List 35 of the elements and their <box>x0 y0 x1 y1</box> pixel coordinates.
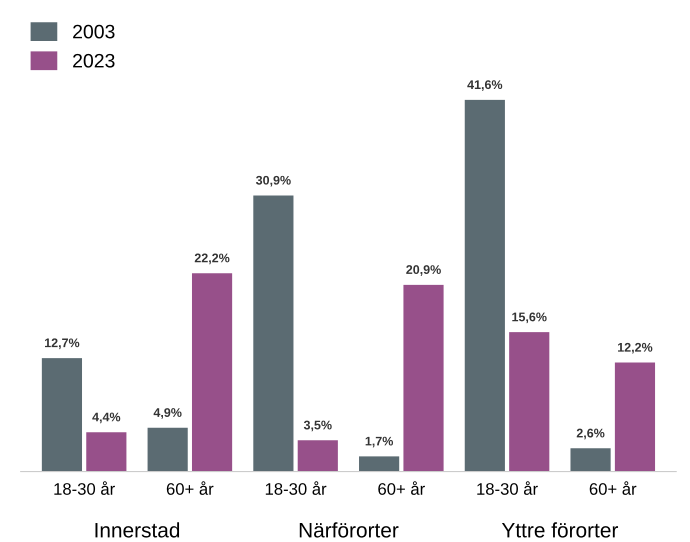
x-tick-label: 60+ år <box>590 481 636 495</box>
text: Innerstad <box>95 522 180 538</box>
data-label: 2,6% <box>576 428 604 440</box>
bar <box>253 195 294 472</box>
bar <box>148 428 188 472</box>
bar <box>359 456 400 472</box>
data-label: 15,6% <box>512 312 547 324</box>
data-label: 4,9% <box>154 408 182 419</box>
data-label: 3,5% <box>304 420 332 432</box>
data-label: 1,7% <box>366 436 394 448</box>
data-label: 20,9% <box>406 265 441 276</box>
text: Yttre förorter <box>502 522 618 538</box>
bar <box>192 273 232 472</box>
x-tick-label: 60+ år <box>166 481 214 495</box>
data-label: 12,2% <box>618 342 652 354</box>
data-label: 12,7% <box>45 338 80 350</box>
legend-label: 2023 <box>73 54 115 68</box>
x-tick-label: 18-30 år <box>477 481 538 495</box>
x-tick-label: 60+ år <box>378 481 425 495</box>
data-label: 4,4% <box>92 412 120 424</box>
x-tick-label: 18-30 år <box>54 481 115 495</box>
bar <box>403 284 444 472</box>
bar <box>509 332 550 472</box>
bar <box>298 440 338 472</box>
data-label: 22,2% <box>194 254 230 264</box>
text: Närförorter <box>300 522 398 538</box>
bar <box>464 100 505 472</box>
bar <box>614 362 656 472</box>
x-tick-label: 18-30 år <box>266 481 326 495</box>
data-label: 30,9% <box>256 176 291 186</box>
data-label: 41,6% <box>467 80 502 91</box>
bar <box>86 432 126 472</box>
bar <box>570 448 611 472</box>
legend-label: 2003 <box>73 24 115 38</box>
bar <box>42 358 82 472</box>
